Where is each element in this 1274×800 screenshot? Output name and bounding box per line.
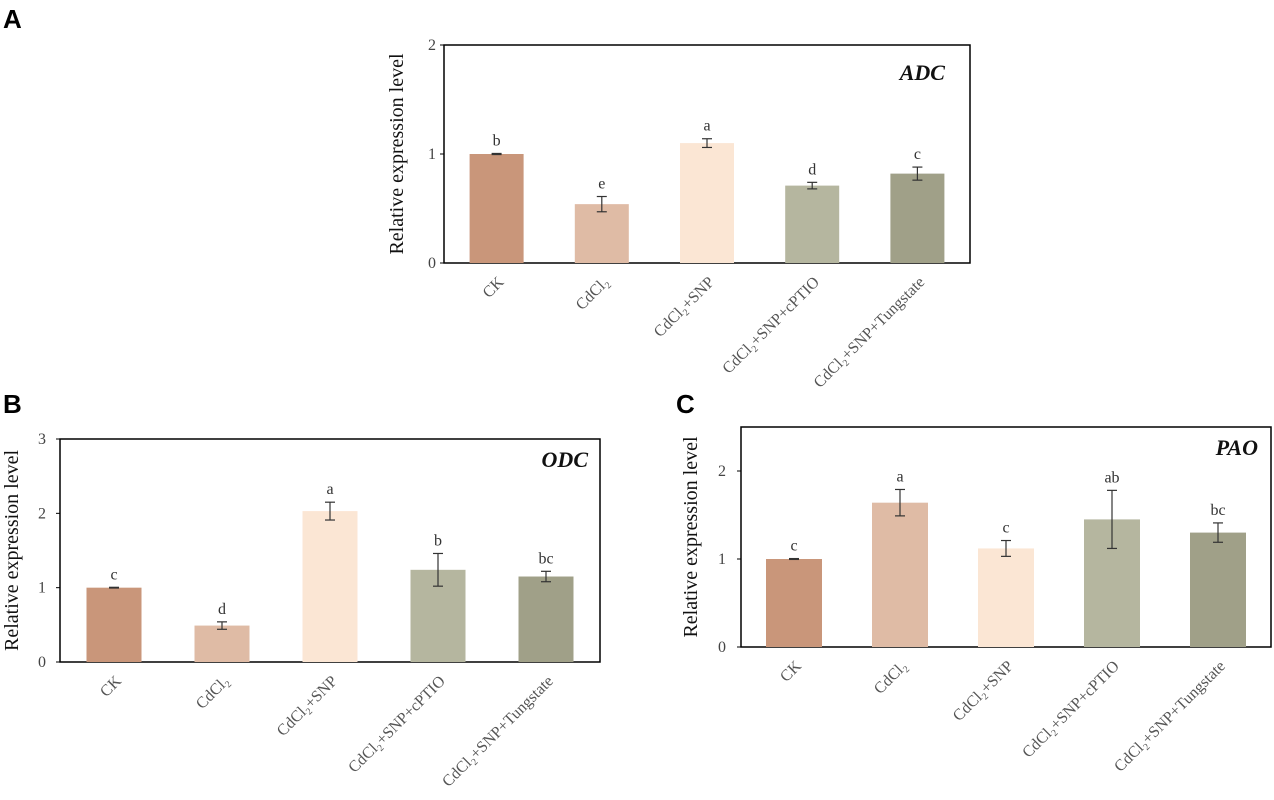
bar [872, 502, 928, 647]
y-tick-label: 2 [718, 463, 726, 480]
category-label: CdCl₂ [193, 673, 233, 713]
gene-title: ADC [898, 60, 946, 85]
bar [469, 154, 524, 263]
category-label: CK [777, 657, 805, 685]
category-label: CdCl₂ [871, 658, 911, 698]
significance-letter: ab [1104, 469, 1119, 486]
significance-letter: a [326, 481, 333, 498]
bar [680, 143, 734, 263]
category-label: CdCl₂+SNP [950, 658, 1017, 725]
bar [890, 173, 945, 263]
gene-title: PAO [1215, 435, 1258, 460]
y-axis-label: Relative expression level [1, 450, 23, 651]
y-tick-label: 0 [718, 639, 726, 656]
significance-letter: d [808, 161, 816, 178]
y-tick-label: 1 [38, 580, 46, 597]
significance-letter: b [434, 532, 442, 549]
bar [518, 576, 574, 662]
significance-letter: a [896, 468, 903, 485]
chart-pao: 0 1 2 Relative expression level PAO c CK a CdCl₂… [680, 426, 1272, 776]
y-tick-label: 0 [38, 654, 46, 671]
y-tick-label: 1 [428, 146, 436, 163]
panel-letter-a: A [3, 4, 22, 34]
significance-letter: c [790, 538, 797, 555]
panel-letter-c: C [676, 389, 695, 419]
chart-odc: 0 1 2 3 Relative expression level ODC c CK d CdCl… [1, 431, 601, 791]
y-axis-label: Relative expression level [680, 436, 702, 637]
bar [766, 559, 822, 647]
significance-letter: bc [1210, 502, 1225, 519]
category-label: CdCl₂+SNP+cPTIO [719, 274, 823, 378]
chart-adc: 0 1 2 Relative expression level ADC b CK e CdCl₂… [386, 37, 971, 392]
category-label: CdCl₂+SNP [651, 274, 718, 341]
significance-letter: c [914, 146, 921, 163]
category-label: CK [97, 672, 125, 700]
bar [302, 511, 358, 662]
category-label: CdCl₂+SNP+Tungstate [1111, 658, 1229, 776]
significance-letter: e [598, 176, 605, 193]
y-tick-label: 2 [38, 505, 46, 522]
y-tick-label: 3 [38, 431, 46, 448]
bar [978, 548, 1034, 647]
bar [194, 625, 250, 662]
category-label: CK [480, 273, 508, 301]
panel-letter-b: B [3, 389, 22, 419]
category-label: CdCl₂+SNP+cPTIO [1019, 658, 1123, 762]
significance-letter: bc [538, 550, 553, 567]
y-axis-label: Relative expression level [386, 53, 408, 254]
category-label: CdCl₂+SNP+Tungstate [439, 673, 557, 791]
y-tick-label: 1 [718, 551, 726, 568]
bar [1190, 532, 1246, 647]
significance-letter: c [110, 566, 117, 583]
gene-title: ODC [542, 447, 589, 472]
bar [785, 185, 840, 263]
significance-letter: b [493, 132, 501, 149]
bar [86, 587, 142, 662]
bar [574, 204, 629, 263]
significance-letter: c [1002, 520, 1009, 537]
category-label: CdCl₂+SNP [274, 673, 341, 740]
significance-letter: a [703, 118, 710, 135]
category-label: CdCl₂+SNP+cPTIO [345, 673, 449, 777]
y-tick-label: 0 [428, 255, 436, 272]
category-label: CdCl₂+SNP+Tungstate [811, 274, 929, 392]
significance-letter: d [218, 601, 226, 618]
category-label: CdCl₂ [573, 274, 613, 314]
y-tick-label: 2 [428, 37, 436, 54]
